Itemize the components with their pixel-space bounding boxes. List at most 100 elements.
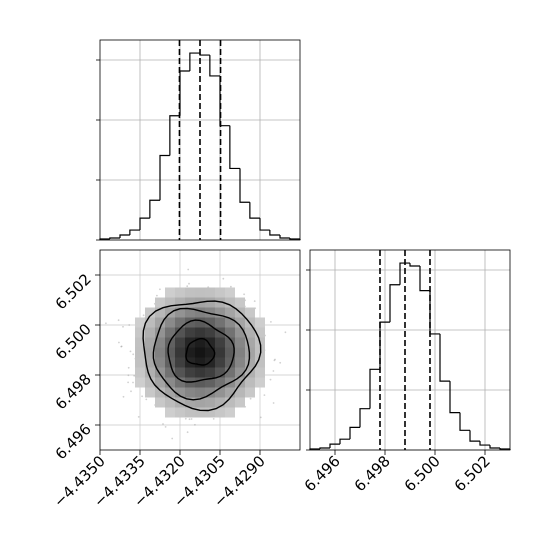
density-cell [155, 347, 165, 358]
density-cell [205, 387, 215, 398]
density-cell [185, 337, 195, 348]
contour-line [142, 300, 262, 412]
density-cell [155, 357, 165, 368]
density-cell [205, 297, 215, 308]
density-cell [155, 397, 165, 408]
density-cell [245, 337, 255, 348]
density-cell [155, 337, 165, 348]
density-cell [145, 307, 155, 318]
histogram-bin [159, 154, 170, 201]
histogram-bin [439, 333, 450, 382]
sample-point [105, 322, 107, 325]
density-cell [215, 337, 225, 348]
density-cell [195, 367, 205, 378]
density-cell [235, 377, 245, 388]
density-cell [185, 287, 195, 298]
density-cell [195, 307, 205, 318]
density-cell [245, 307, 255, 318]
density-cell [175, 297, 185, 308]
contour-lines [142, 300, 262, 412]
sample-point [120, 345, 123, 348]
density-cell [135, 317, 145, 328]
density-cell [145, 327, 155, 338]
density-cell [185, 347, 195, 358]
sample-point [190, 418, 193, 420]
density-cell [225, 287, 235, 298]
sample-point [274, 358, 276, 361]
histogram-bin [169, 115, 180, 156]
density-cell [155, 307, 165, 318]
density-cell [205, 317, 215, 328]
histogram-bin [119, 234, 130, 239]
density-cell [145, 377, 155, 388]
histogram-bin [489, 445, 500, 449]
histogram-bin [479, 441, 490, 446]
density-cell [245, 377, 255, 388]
sample-point [130, 390, 132, 393]
tick-marks [306, 269, 486, 455]
histogram-bin [459, 412, 470, 431]
histogram-bin [349, 426, 360, 440]
density-cell [205, 367, 215, 378]
density-cell [175, 337, 185, 348]
density-cell [225, 387, 235, 398]
tick-marks [96, 59, 100, 241]
density-cell [165, 377, 175, 388]
sample-point [137, 416, 140, 418]
sample-point [118, 341, 120, 344]
density-cell [205, 287, 215, 298]
sample-point [141, 395, 144, 398]
density-cell [235, 367, 245, 378]
sample-point [128, 324, 131, 326]
density-cell [145, 337, 155, 348]
sample-point [156, 294, 158, 297]
histogram-bin [259, 218, 270, 231]
histogram-bin [229, 125, 240, 170]
density-cell [155, 377, 165, 388]
density-cell [215, 397, 225, 408]
plot-frame [99, 39, 301, 241]
histogram-bin [369, 368, 380, 409]
sample-point [159, 288, 161, 291]
density-cell [215, 307, 225, 318]
density-cell [205, 307, 215, 318]
density-cell [255, 327, 265, 338]
sample-point [142, 314, 145, 317]
histogram-bin [389, 284, 400, 323]
contour-line [152, 307, 251, 401]
contour-line [167, 319, 235, 383]
density-cell [165, 367, 175, 378]
histogram-bin [329, 443, 340, 449]
sample-point [263, 394, 266, 396]
density-cell [225, 407, 235, 418]
sample-point [132, 381, 134, 384]
sample-point [188, 282, 190, 285]
sample-point [127, 366, 130, 369]
density-cell [195, 287, 205, 298]
sample-point [187, 268, 190, 271]
histogram-bin [449, 381, 460, 414]
density-cell [255, 367, 265, 378]
sample-point [186, 285, 189, 288]
density-cell [155, 317, 165, 328]
sample-point [243, 293, 246, 296]
histogram-bin [399, 262, 410, 285]
density-cell [165, 287, 175, 298]
density-cell [205, 347, 215, 358]
sample-point [279, 361, 282, 364]
density-cell [175, 407, 185, 418]
density-cell [255, 317, 265, 328]
density-cell [155, 297, 165, 308]
density-cell [185, 317, 195, 328]
density-cell [225, 327, 235, 338]
density-cell [195, 377, 205, 388]
density-cell [245, 387, 255, 398]
sample-point [122, 325, 124, 328]
density-cell [135, 347, 145, 358]
density-cell [225, 297, 235, 308]
density-cell [225, 367, 235, 378]
density-cell [225, 337, 235, 348]
density-cell [225, 397, 235, 408]
density-cell [175, 317, 185, 328]
quantile-lines [379, 250, 431, 450]
